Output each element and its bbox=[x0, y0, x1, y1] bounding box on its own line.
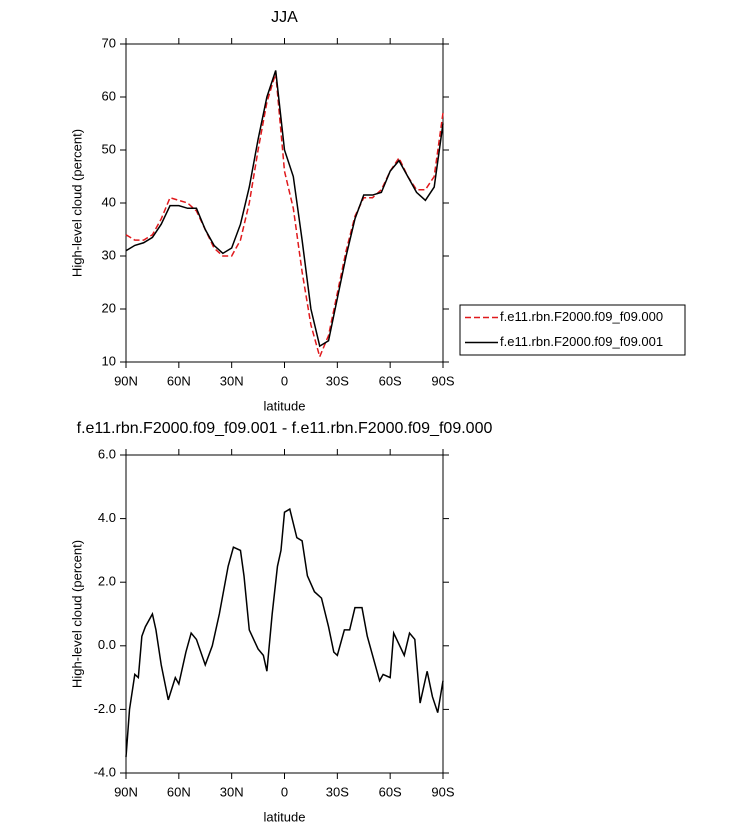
y-tick-label: -2.0 bbox=[94, 701, 116, 716]
y-axis-label: High-level cloud (percent) bbox=[69, 540, 84, 688]
x-axis-label: latitude bbox=[264, 809, 306, 824]
x-tick-label: 60S bbox=[379, 373, 402, 388]
y-axis-label: High-level cloud (percent) bbox=[69, 129, 84, 277]
x-tick-label: 0 bbox=[281, 373, 288, 388]
legend-label: f.e11.rbn.F2000.f09_f09.000 bbox=[500, 309, 663, 324]
y-tick-label: 40 bbox=[102, 194, 116, 209]
plot-frame bbox=[125, 454, 444, 774]
legend-box bbox=[459, 304, 686, 356]
data-line bbox=[125, 507, 444, 758]
legend-label: f.e11.rbn.F2000.f09_f09.001 bbox=[500, 334, 663, 349]
x-tick-label: 60S bbox=[379, 784, 402, 799]
x-tick-label: 90N bbox=[114, 373, 138, 388]
y-tick-label: -4.0 bbox=[94, 764, 116, 779]
x-axis-label: latitude bbox=[264, 398, 306, 413]
y-tick-label: 50 bbox=[102, 141, 116, 156]
x-tick-label: 90S bbox=[431, 784, 454, 799]
y-tick-label: 30 bbox=[102, 247, 116, 262]
y-tick-label: 0.0 bbox=[98, 637, 116, 652]
x-tick-label: 60N bbox=[167, 784, 191, 799]
x-tick-label: 90N bbox=[114, 784, 138, 799]
x-tick-label: 30N bbox=[220, 784, 244, 799]
y-tick-label: 70 bbox=[102, 35, 116, 50]
chart-title: f.e11.rbn.F2000.f09_f09.001 - f.e11.rbn.… bbox=[77, 420, 493, 437]
y-tick-label: 2.0 bbox=[98, 574, 116, 589]
y-tick-label: 6.0 bbox=[98, 446, 116, 461]
y-tick-label: 4.0 bbox=[98, 510, 116, 525]
data-line bbox=[125, 72, 444, 359]
y-tick-label: 60 bbox=[102, 88, 116, 103]
y-tick-label: 20 bbox=[102, 300, 116, 315]
x-tick-label: 0 bbox=[281, 784, 288, 799]
y-tick-label: 10 bbox=[102, 353, 116, 368]
x-tick-label: 90S bbox=[431, 373, 454, 388]
x-tick-label: 30S bbox=[326, 373, 349, 388]
x-tick-label: 60N bbox=[167, 373, 191, 388]
x-tick-label: 30S bbox=[326, 784, 349, 799]
data-line bbox=[125, 70, 444, 348]
plot-frame bbox=[125, 43, 444, 363]
x-tick-label: 30N bbox=[220, 373, 244, 388]
chart-title: JJA bbox=[271, 9, 298, 26]
